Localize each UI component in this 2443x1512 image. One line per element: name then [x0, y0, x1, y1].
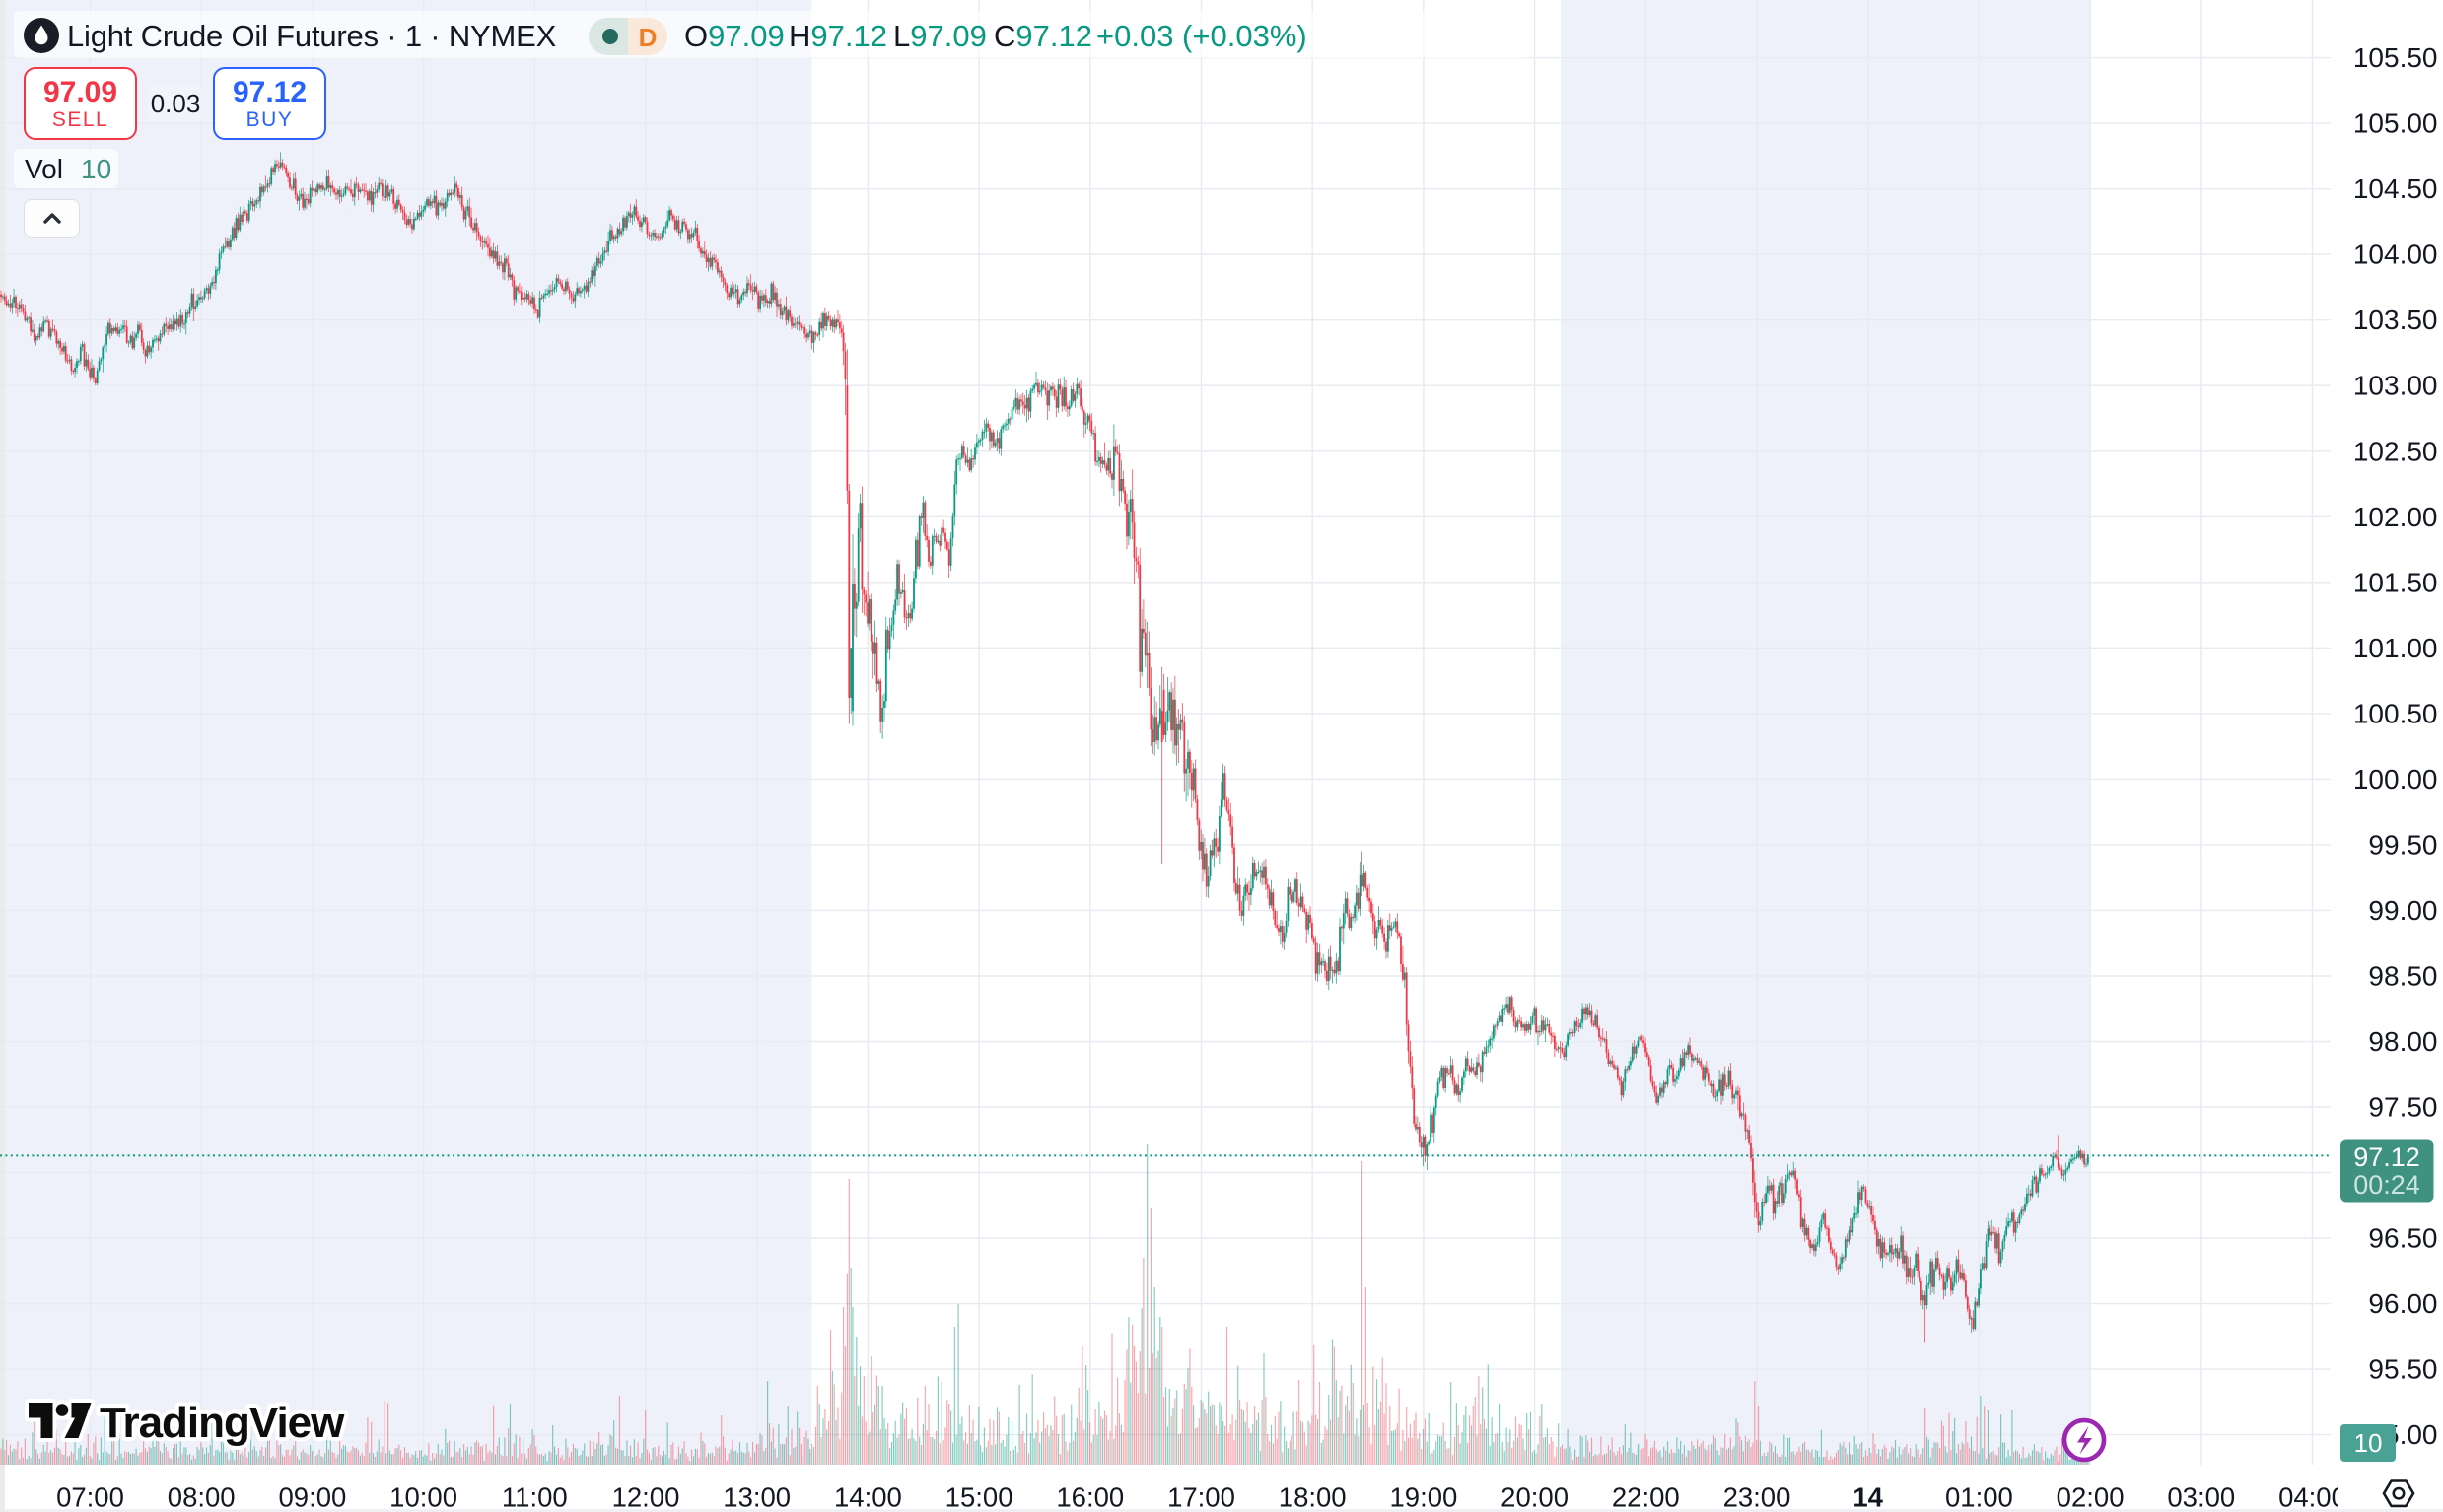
svg-text:104.00: 104.00 — [2353, 240, 2438, 270]
svg-text:96.00: 96.00 — [2368, 1288, 2437, 1319]
svg-text:99.00: 99.00 — [2368, 895, 2437, 926]
svg-text:105.00: 105.00 — [2353, 108, 2438, 139]
svg-text:23:00: 23:00 — [1723, 1482, 1791, 1512]
svg-text:18:00: 18:00 — [1279, 1482, 1347, 1512]
svg-text:22:00: 22:00 — [1612, 1482, 1680, 1512]
svg-text:04:00: 04:00 — [2278, 1482, 2346, 1512]
svg-text:98.50: 98.50 — [2368, 961, 2437, 992]
svg-text:103.00: 103.00 — [2353, 371, 2438, 401]
svg-text:102.50: 102.50 — [2353, 436, 2438, 466]
svg-text:08:00: 08:00 — [168, 1482, 236, 1512]
svg-text:11:00: 11:00 — [502, 1482, 568, 1512]
svg-text:00:24: 00:24 — [2353, 1170, 2420, 1200]
svg-text:104.50: 104.50 — [2353, 173, 2438, 204]
svg-text:101.00: 101.00 — [2353, 633, 2438, 663]
svg-text:10: 10 — [2354, 1428, 2383, 1458]
svg-text:95.50: 95.50 — [2368, 1354, 2437, 1385]
svg-text:TradingView: TradingView — [100, 1399, 345, 1447]
svg-text:99.50: 99.50 — [2368, 829, 2437, 859]
svg-text:97.50: 97.50 — [2368, 1092, 2437, 1123]
svg-text:100.50: 100.50 — [2353, 698, 2438, 728]
svg-text:03:00: 03:00 — [2167, 1482, 2235, 1512]
svg-text:98.00: 98.00 — [2368, 1026, 2437, 1057]
svg-text:14:00: 14:00 — [834, 1482, 902, 1512]
svg-text:02:00: 02:00 — [2057, 1482, 2125, 1512]
svg-text:105.50: 105.50 — [2353, 42, 2438, 73]
svg-text:14: 14 — [1852, 1482, 1883, 1512]
svg-text:102.00: 102.00 — [2353, 502, 2438, 532]
svg-text:16:00: 16:00 — [1056, 1482, 1124, 1512]
svg-text:19:00: 19:00 — [1389, 1482, 1457, 1512]
svg-text:01:00: 01:00 — [1945, 1482, 2013, 1512]
svg-text:10:00: 10:00 — [389, 1482, 457, 1512]
svg-text:96.50: 96.50 — [2368, 1223, 2437, 1254]
svg-text:20:00: 20:00 — [1501, 1482, 1569, 1512]
svg-text:15:00: 15:00 — [945, 1482, 1013, 1512]
svg-text:101.50: 101.50 — [2353, 567, 2438, 597]
svg-text:09:00: 09:00 — [278, 1482, 346, 1512]
svg-text:100.00: 100.00 — [2353, 764, 2438, 794]
svg-text:17:00: 17:00 — [1167, 1482, 1235, 1512]
svg-text:97.12: 97.12 — [2353, 1142, 2420, 1172]
svg-text:07:00: 07:00 — [56, 1482, 124, 1512]
svg-text:12:00: 12:00 — [612, 1482, 680, 1512]
svg-text:103.50: 103.50 — [2353, 305, 2438, 335]
svg-text:TradingView: TradingView — [100, 1399, 345, 1447]
svg-text:13:00: 13:00 — [723, 1482, 791, 1512]
